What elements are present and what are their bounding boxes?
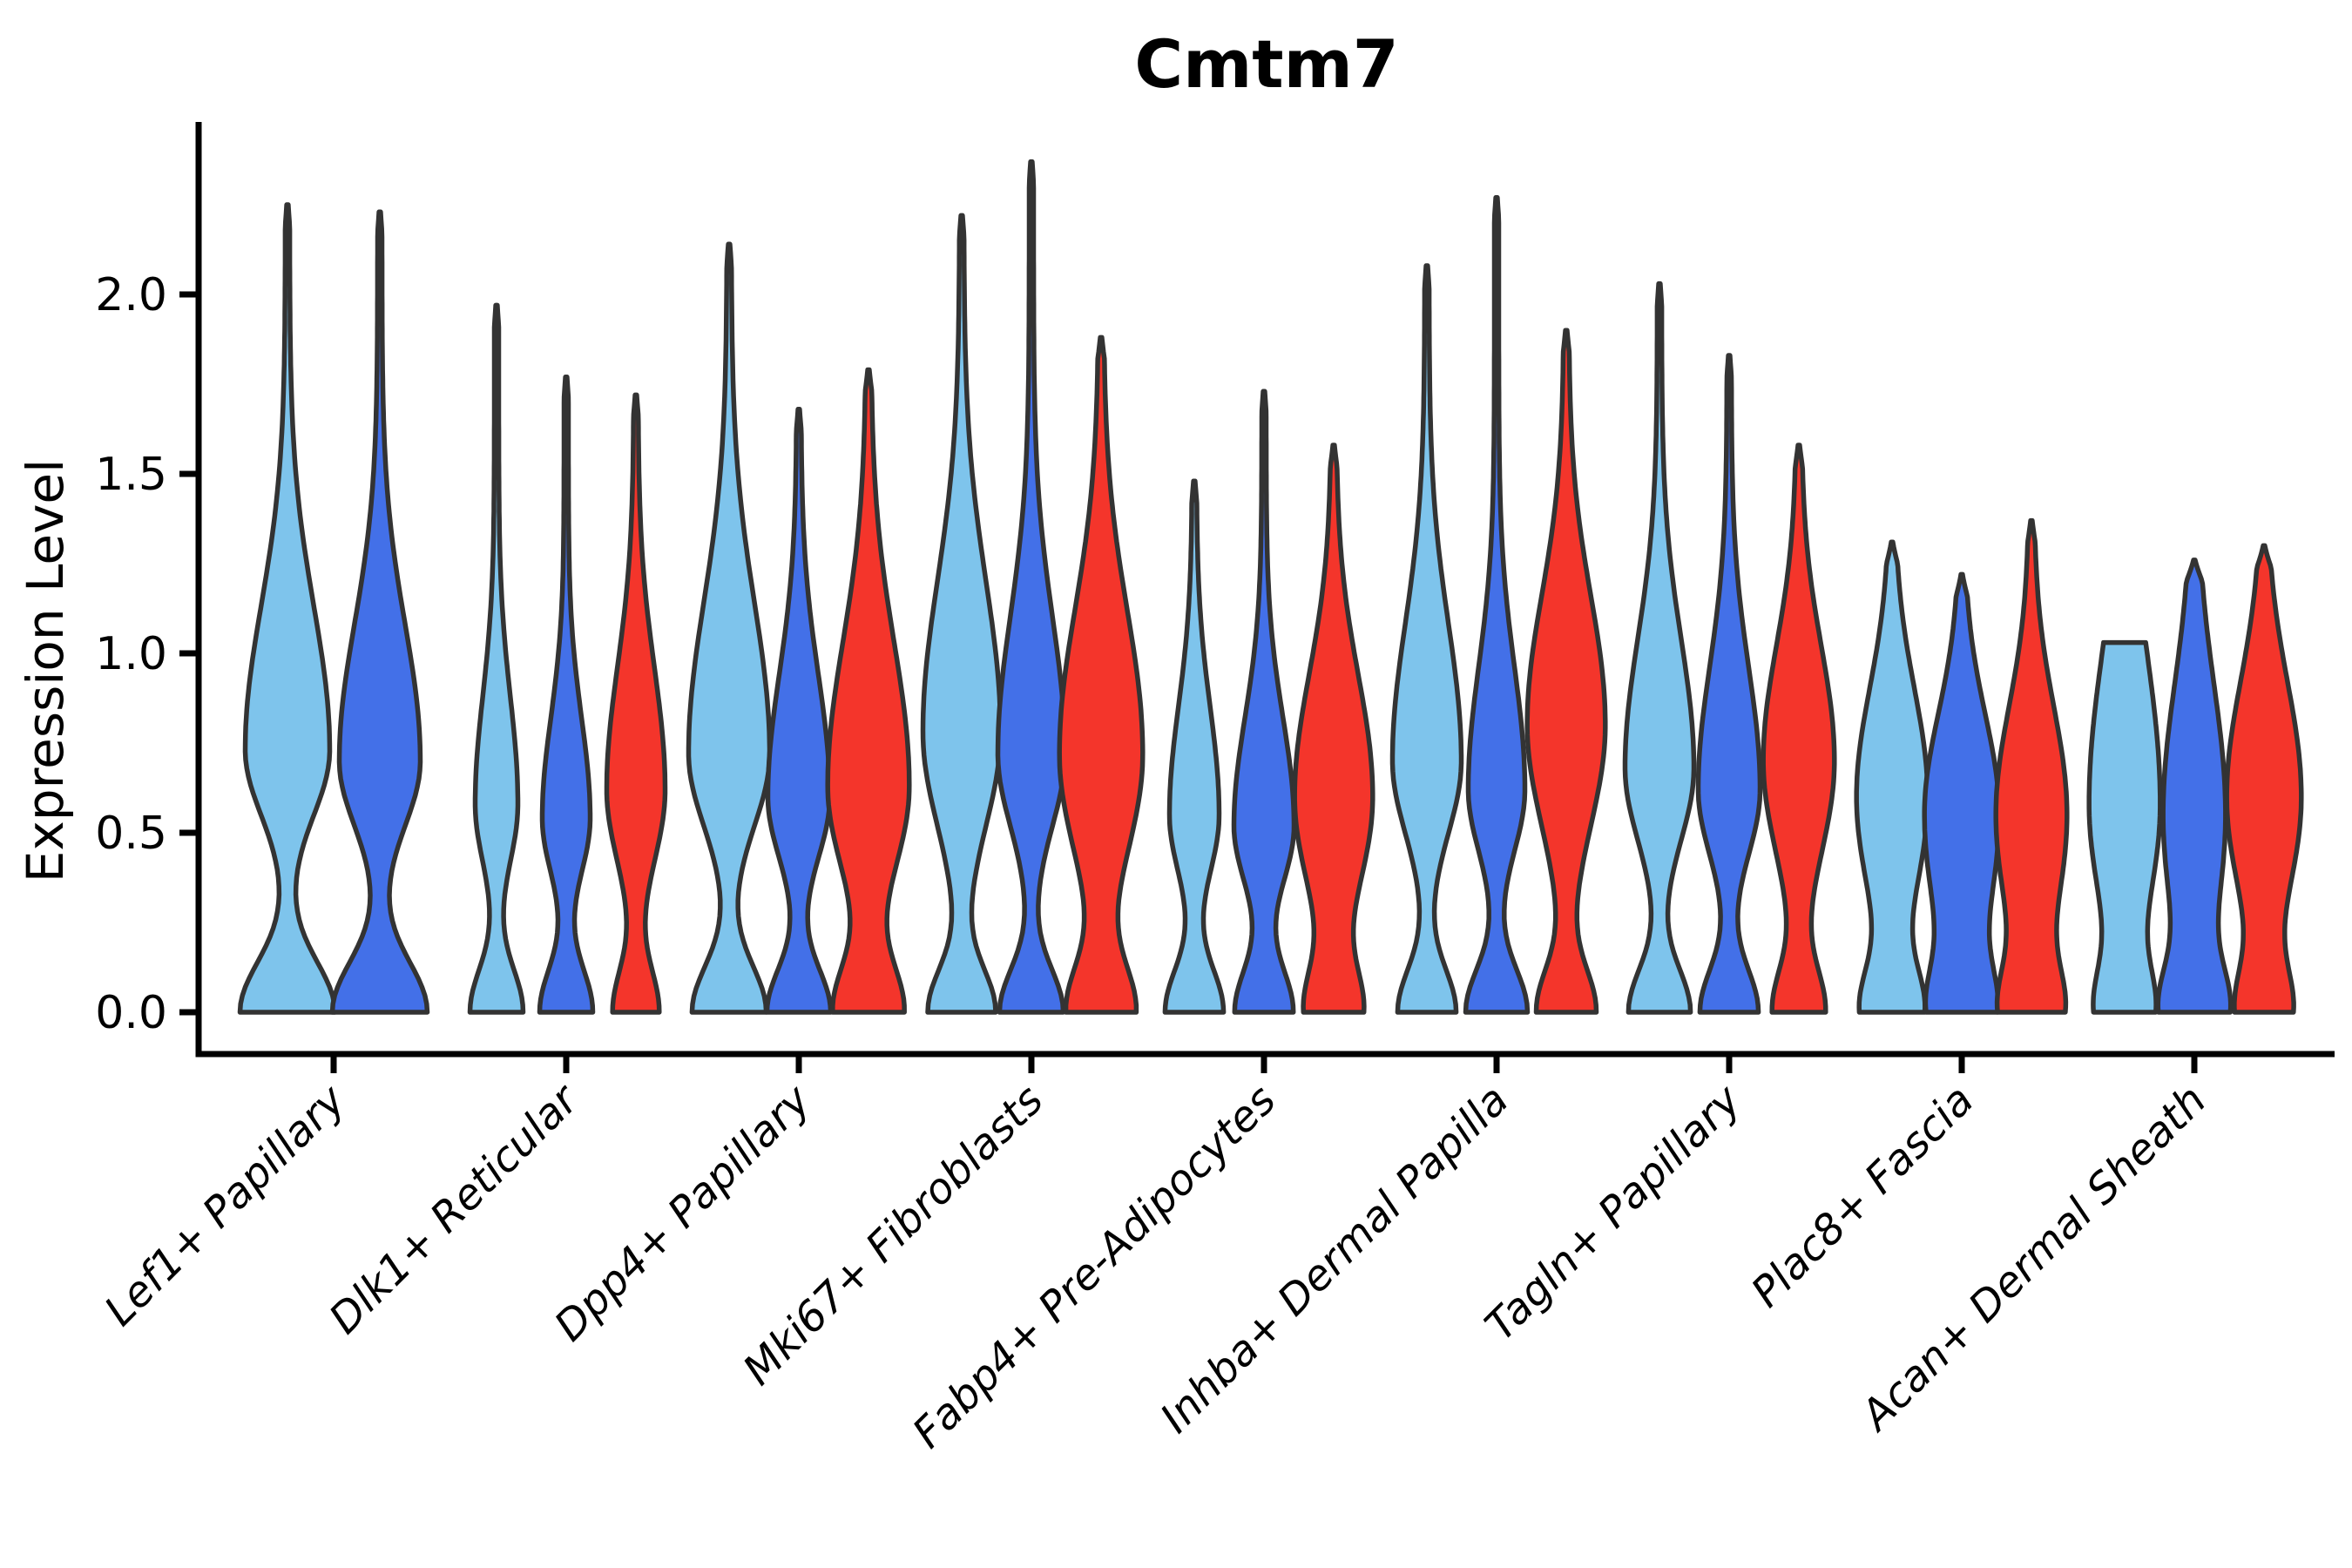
violin-plac8-fascia-light-blue (1854, 539, 1930, 1015)
violin-dlk1-reticular-red (604, 392, 668, 1015)
violin-lef1-papillary-light-blue (237, 202, 338, 1015)
violin-inhba-dermal-papilla-red (1524, 328, 1608, 1015)
violin-plac8-fascia-red (1993, 517, 2070, 1015)
violin-dlk1-reticular-royal-blue (537, 375, 596, 1015)
violin-tagln-papillary-red (1761, 443, 1837, 1015)
violin-acan-dermal-sheath-light-blue (2086, 639, 2163, 1015)
y-tick-label-2.0: 2.0 (95, 269, 167, 321)
x-tick-label-dpp4-papillary: Dpp4+ Papillary (545, 1075, 821, 1350)
y-axis-label: Expression Level (16, 459, 75, 882)
violin-fabp4-pre-adipocytes-red (1292, 443, 1375, 1015)
violin-tagln-papillary-light-blue (1622, 280, 1697, 1015)
violin-acan-dermal-sheath-royal-blue (2155, 558, 2234, 1015)
y-tick-label-1.5: 1.5 (95, 449, 167, 501)
y-tick-label-0.5: 0.5 (95, 808, 167, 860)
y-tick-label-1.0: 1.0 (95, 628, 167, 680)
violin-inhba-dermal-papilla-light-blue (1389, 263, 1464, 1015)
violin-dpp4-papillary-light-blue (686, 241, 773, 1015)
violin-acan-dermal-sheath-red (2224, 543, 2304, 1015)
violin-plac8-fascia-royal-blue (1922, 571, 2002, 1015)
violin-fabp4-pre-adipocytes-royal-blue (1231, 389, 1297, 1015)
violin-tagln-papillary-royal-blue (1695, 353, 1763, 1015)
y-tick-label-0.0: 0.0 (95, 987, 167, 1039)
violin-dpp4-papillary-red (825, 367, 912, 1015)
violin-inhba-dermal-papilla-royal-blue (1463, 195, 1531, 1015)
violin-fabp4-pre-adipocytes-light-blue (1162, 478, 1227, 1015)
violin-dpp4-papillary-royal-blue (764, 407, 834, 1015)
violins-layer (237, 159, 2304, 1015)
violin-mki67-fibroblasts-royal-blue (995, 159, 1068, 1015)
x-tick-label-tagln-papillary: Tagln+ Papillary (1476, 1075, 1751, 1350)
x-tick-label-dlk1-reticular: Dlk1+ Reticular (320, 1074, 590, 1344)
x-tick-label-lef1-papillary: Lef1+ Papillary (95, 1075, 355, 1335)
violin-mki67-fibroblasts-light-blue (920, 213, 1004, 1015)
violin-mki67-fibroblasts-red (1057, 335, 1146, 1015)
x-tick-label-plac8-fascia: Plac8+ Fascia (1742, 1076, 1984, 1317)
violin-dlk1-reticular-light-blue (467, 302, 526, 1015)
violin-lef1-papillary-royal-blue (329, 209, 430, 1015)
chart-title: Cmtm7 (1134, 25, 1398, 103)
